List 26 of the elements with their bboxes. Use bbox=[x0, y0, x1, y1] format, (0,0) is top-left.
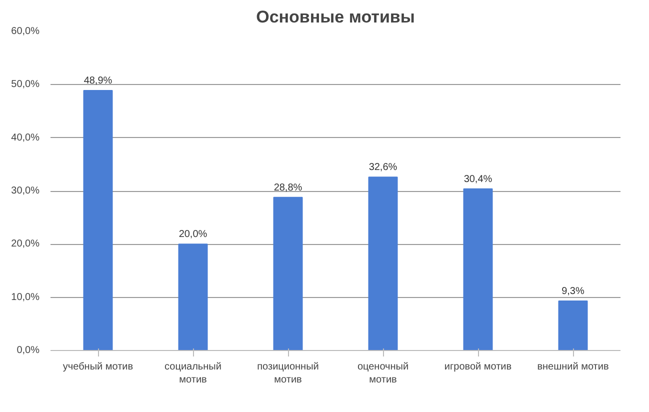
data-label: 9,3% bbox=[562, 286, 585, 298]
x-tick-label: игровой мотив bbox=[444, 362, 512, 372]
data-label: 48,9% bbox=[84, 76, 112, 87]
data-label: 30,4% bbox=[464, 174, 492, 185]
bar bbox=[83, 90, 113, 350]
bar bbox=[178, 244, 208, 350]
y-tick-label: 50,0% bbox=[11, 79, 40, 90]
y-tick-label: 20,0% bbox=[11, 238, 40, 250]
y-tick-label: 40,0% bbox=[11, 132, 40, 144]
y-tick-label: 0,0% bbox=[16, 345, 40, 356]
x-tick-label: позиционный мотив bbox=[257, 362, 319, 386]
data-label: 20,0% bbox=[178, 229, 208, 240]
bar bbox=[368, 176, 398, 350]
x-tick-label: учебный мотив bbox=[62, 362, 134, 372]
bar bbox=[463, 188, 493, 350]
x-tick-label: оценочный мотив bbox=[357, 362, 409, 386]
chart-title: Основные мотивы bbox=[256, 8, 415, 26]
bar bbox=[558, 300, 588, 350]
y-tick-label: 10,0% bbox=[11, 292, 40, 303]
x-tick-label: социальный мотив bbox=[164, 362, 222, 386]
x-tick-label: внешний мотив bbox=[537, 362, 609, 372]
y-tick-label: 60,0% bbox=[11, 26, 40, 37]
data-label: 28,8% bbox=[274, 182, 302, 194]
bar bbox=[273, 196, 303, 350]
data-label: 32,6% bbox=[368, 162, 398, 174]
y-tick-label: 30,0% bbox=[11, 186, 40, 196]
